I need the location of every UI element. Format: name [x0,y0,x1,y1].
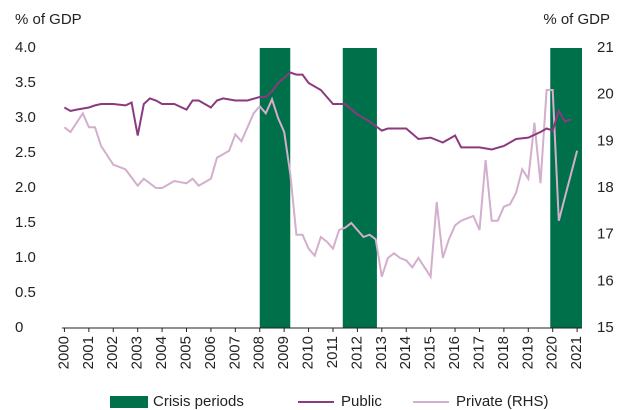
x-tick-label: 2003 [129,336,146,369]
y-tick-label: 3.0 [15,109,36,126]
x-tick-label: 2021 [568,336,585,369]
x-tick-label: 2001 [80,336,97,369]
x-tick-label: 2020 [544,336,561,369]
y-tick-label: 0.5 [15,284,36,301]
x-tick-label: 2009 [275,336,292,369]
x-tick-label: 2002 [104,336,121,369]
legend-swatch [110,396,148,408]
x-tick-label: 2016 [446,336,463,369]
y2-tick-label: 17 [597,226,614,243]
y2-tick-label: 15 [597,319,614,336]
legend-label: Private (RHS) [456,393,549,410]
y2-axis-title: % of GDP [543,11,610,28]
x-tick-label: 2007 [226,336,243,369]
y-tick-label: 2.0 [15,179,36,196]
x-tick-label: 2019 [519,336,536,369]
y-tick-label: 4.0 [15,39,36,56]
x-tick-label: 2018 [495,336,512,369]
y-tick-label: 2.5 [15,144,36,161]
y-axis-title: % of GDP [15,11,82,28]
y-tick-label: 3.5 [15,74,36,91]
x-tick-label: 2012 [348,336,365,369]
x-tick-label: 2005 [177,336,194,369]
x-tick-label: 2004 [153,336,170,369]
y-tick-label: 1.0 [15,249,36,266]
y2-tick-label: 19 [597,132,614,149]
x-tick-label: 2017 [470,336,487,369]
x-tick-label: 2013 [373,336,390,369]
x-tick-label: 2014 [397,336,414,369]
legend-label: Public [341,393,382,410]
x-tick-label: 2006 [202,336,219,369]
crisis-band [550,48,582,328]
x-tick-label: 2000 [55,336,72,369]
x-tick-label: 2015 [422,336,439,369]
series-line [63,71,572,151]
y2-tick-label: 18 [597,179,614,196]
y2-tick-label: 16 [597,272,614,289]
x-tick-label: 2010 [300,336,317,369]
x-tick-label: 2008 [251,336,268,369]
crisis-band [342,48,377,328]
y-tick-label: 1.5 [15,214,36,231]
y2-tick-label: 21 [597,39,614,56]
series-line [63,89,579,280]
crisis-band [259,48,291,328]
x-tick-label: 2011 [324,336,341,368]
legend-label: Crisis periods [153,393,244,410]
y-tick-label: 0 [15,319,23,336]
y2-tick-label: 20 [597,86,614,103]
